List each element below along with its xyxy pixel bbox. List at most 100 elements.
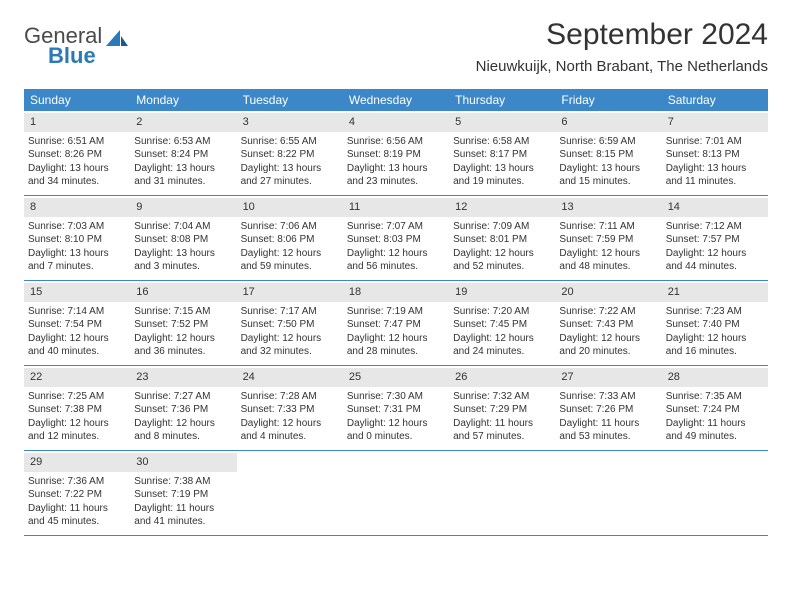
sunset-line: Sunset: 8:19 PM <box>347 148 445 162</box>
day-cell: 28Sunrise: 7:35 AMSunset: 7:24 PMDayligh… <box>662 366 768 450</box>
sunrise-line: Sunrise: 6:58 AM <box>453 135 551 149</box>
day-cell-empty <box>237 451 343 535</box>
sunset-line: Sunset: 7:19 PM <box>134 488 232 502</box>
weekday-header: Monday <box>130 89 236 111</box>
day-cell: 24Sunrise: 7:28 AMSunset: 7:33 PMDayligh… <box>237 366 343 450</box>
daylight-line: Daylight: 11 hours and 53 minutes. <box>559 417 657 444</box>
sunrise-line: Sunrise: 7:27 AM <box>134 390 232 404</box>
day-cell: 6Sunrise: 6:59 AMSunset: 8:15 PMDaylight… <box>555 111 661 195</box>
day-number: 30 <box>130 453 236 472</box>
day-number: 12 <box>449 198 555 217</box>
day-number: 17 <box>237 283 343 302</box>
daylight-line: Daylight: 12 hours and 44 minutes. <box>666 247 764 274</box>
day-number: 5 <box>449 113 555 132</box>
sunset-line: Sunset: 7:43 PM <box>559 318 657 332</box>
day-cell: 15Sunrise: 7:14 AMSunset: 7:54 PMDayligh… <box>24 281 130 365</box>
daylight-line: Daylight: 13 hours and 15 minutes. <box>559 162 657 189</box>
sunrise-line: Sunrise: 6:51 AM <box>28 135 126 149</box>
day-cell: 1Sunrise: 6:51 AMSunset: 8:26 PMDaylight… <box>24 111 130 195</box>
sunset-line: Sunset: 8:13 PM <box>666 148 764 162</box>
day-cell-empty <box>662 451 768 535</box>
daylight-line: Daylight: 12 hours and 20 minutes. <box>559 332 657 359</box>
day-number: 27 <box>555 368 661 387</box>
day-cell: 18Sunrise: 7:19 AMSunset: 7:47 PMDayligh… <box>343 281 449 365</box>
weekday-header: Thursday <box>449 89 555 111</box>
sunset-line: Sunset: 8:06 PM <box>241 233 339 247</box>
day-cell: 11Sunrise: 7:07 AMSunset: 8:03 PMDayligh… <box>343 196 449 280</box>
week-row: 15Sunrise: 7:14 AMSunset: 7:54 PMDayligh… <box>24 281 768 366</box>
day-number: 19 <box>449 283 555 302</box>
day-number: 22 <box>24 368 130 387</box>
sunrise-line: Sunrise: 7:22 AM <box>559 305 657 319</box>
daylight-line: Daylight: 12 hours and 36 minutes. <box>134 332 232 359</box>
day-number: 10 <box>237 198 343 217</box>
day-cell: 20Sunrise: 7:22 AMSunset: 7:43 PMDayligh… <box>555 281 661 365</box>
day-number: 2 <box>130 113 236 132</box>
daylight-line: Daylight: 13 hours and 31 minutes. <box>134 162 232 189</box>
day-number: 23 <box>130 368 236 387</box>
sunset-line: Sunset: 7:59 PM <box>559 233 657 247</box>
day-cell: 7Sunrise: 7:01 AMSunset: 8:13 PMDaylight… <box>662 111 768 195</box>
daylight-line: Daylight: 12 hours and 24 minutes. <box>453 332 551 359</box>
daylight-line: Daylight: 12 hours and 0 minutes. <box>347 417 445 444</box>
day-cell: 22Sunrise: 7:25 AMSunset: 7:38 PMDayligh… <box>24 366 130 450</box>
weekday-header: Sunday <box>24 89 130 111</box>
day-cell: 29Sunrise: 7:36 AMSunset: 7:22 PMDayligh… <box>24 451 130 535</box>
sunset-line: Sunset: 7:36 PM <box>134 403 232 417</box>
daylight-line: Daylight: 12 hours and 8 minutes. <box>134 417 232 444</box>
month-title: September 2024 <box>476 18 768 52</box>
day-number: 9 <box>130 198 236 217</box>
sunset-line: Sunset: 7:45 PM <box>453 318 551 332</box>
sunset-line: Sunset: 8:26 PM <box>28 148 126 162</box>
sunrise-line: Sunrise: 7:32 AM <box>453 390 551 404</box>
sunrise-line: Sunrise: 6:56 AM <box>347 135 445 149</box>
day-cell: 13Sunrise: 7:11 AMSunset: 7:59 PMDayligh… <box>555 196 661 280</box>
sunrise-line: Sunrise: 7:20 AM <box>453 305 551 319</box>
sunset-line: Sunset: 8:01 PM <box>453 233 551 247</box>
sunrise-line: Sunrise: 7:12 AM <box>666 220 764 234</box>
day-cell: 21Sunrise: 7:23 AMSunset: 7:40 PMDayligh… <box>662 281 768 365</box>
day-cell: 14Sunrise: 7:12 AMSunset: 7:57 PMDayligh… <box>662 196 768 280</box>
daylight-line: Daylight: 13 hours and 23 minutes. <box>347 162 445 189</box>
daylight-line: Daylight: 13 hours and 19 minutes. <box>453 162 551 189</box>
daylight-line: Daylight: 12 hours and 12 minutes. <box>28 417 126 444</box>
sunset-line: Sunset: 7:47 PM <box>347 318 445 332</box>
daylight-line: Daylight: 12 hours and 28 minutes. <box>347 332 445 359</box>
sunset-line: Sunset: 8:15 PM <box>559 148 657 162</box>
daylight-line: Daylight: 12 hours and 4 minutes. <box>241 417 339 444</box>
daylight-line: Daylight: 13 hours and 34 minutes. <box>28 162 126 189</box>
logo: General Blue <box>24 18 128 67</box>
sunrise-line: Sunrise: 7:07 AM <box>347 220 445 234</box>
day-number: 18 <box>343 283 449 302</box>
sunrise-line: Sunrise: 7:35 AM <box>666 390 764 404</box>
sunset-line: Sunset: 8:10 PM <box>28 233 126 247</box>
daylight-line: Daylight: 12 hours and 59 minutes. <box>241 247 339 274</box>
sunset-line: Sunset: 7:24 PM <box>666 403 764 417</box>
sunset-line: Sunset: 8:24 PM <box>134 148 232 162</box>
day-number: 25 <box>343 368 449 387</box>
sunrise-line: Sunrise: 7:28 AM <box>241 390 339 404</box>
daylight-line: Daylight: 12 hours and 32 minutes. <box>241 332 339 359</box>
daylight-line: Daylight: 11 hours and 41 minutes. <box>134 502 232 529</box>
day-number: 28 <box>662 368 768 387</box>
sunset-line: Sunset: 8:22 PM <box>241 148 339 162</box>
daylight-line: Daylight: 13 hours and 27 minutes. <box>241 162 339 189</box>
day-cell: 3Sunrise: 6:55 AMSunset: 8:22 PMDaylight… <box>237 111 343 195</box>
day-number: 13 <box>555 198 661 217</box>
sunrise-line: Sunrise: 6:53 AM <box>134 135 232 149</box>
weekday-header: Friday <box>555 89 661 111</box>
daylight-line: Daylight: 12 hours and 56 minutes. <box>347 247 445 274</box>
sunrise-line: Sunrise: 7:09 AM <box>453 220 551 234</box>
location: Nieuwkuijk, North Brabant, The Netherlan… <box>476 58 768 75</box>
day-cell: 23 Sunrise: 7:27 AMSunset: 7:36 PMDayligh… <box>130 366 236 450</box>
sunrise-line: Sunrise: 7:38 AM <box>134 475 232 489</box>
sunset-line: Sunset: 8:08 PM <box>134 233 232 247</box>
day-number: 16 <box>130 283 236 302</box>
sunrise-line: Sunrise: 7:30 AM <box>347 390 445 404</box>
weekday-header: Wednesday <box>343 89 449 111</box>
sunset-line: Sunset: 7:38 PM <box>28 403 126 417</box>
day-number: 24 <box>237 368 343 387</box>
sunrise-line: Sunrise: 7:06 AM <box>241 220 339 234</box>
sunrise-line: Sunrise: 7:03 AM <box>28 220 126 234</box>
day-number: 29 <box>24 453 130 472</box>
